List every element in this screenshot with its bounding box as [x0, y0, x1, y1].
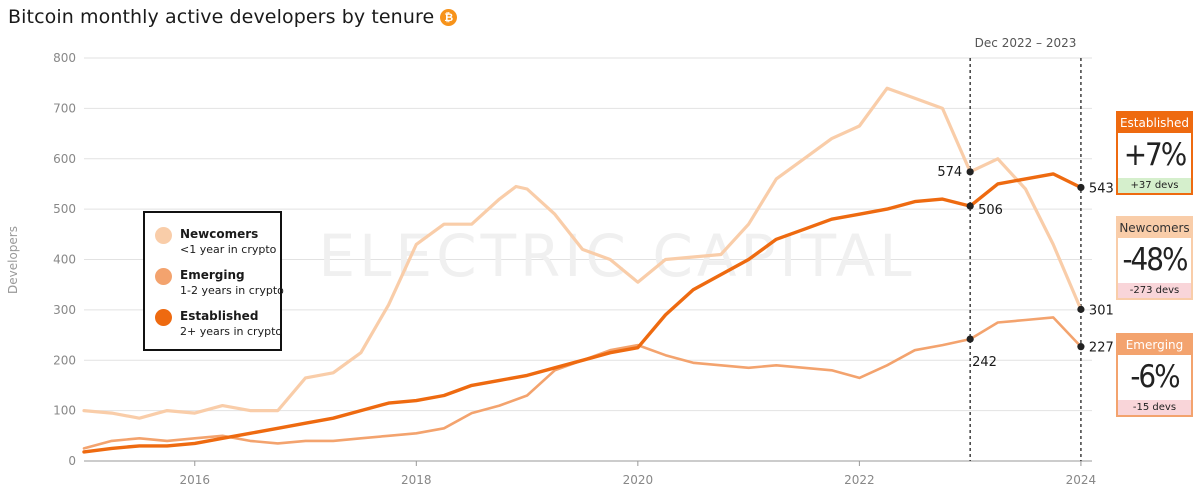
series-line-established: [82, 172, 1083, 454]
y-tick-label: 200: [53, 353, 76, 367]
card-emerging-delta: -15 devs: [1118, 400, 1191, 415]
card-newcomers-delta: -273 devs: [1118, 283, 1191, 298]
y-tick-label: 500: [53, 202, 76, 216]
card-emerging-value: -6%: [1130, 359, 1180, 395]
annotation-dot-emerging: [1077, 343, 1085, 351]
legend-desc-newcomers: <1 year in crypto: [180, 243, 277, 256]
card-established: Established +7% +37 devs: [1116, 111, 1193, 195]
chart-title: Bitcoin monthly active developers by ten…: [8, 6, 458, 28]
card-emerging-title: Emerging: [1118, 335, 1191, 355]
y-tick-label: 100: [53, 404, 76, 418]
bitcoin-icon: ₿: [440, 9, 458, 26]
card-established-title: Established: [1118, 113, 1191, 133]
chart-title-text: Bitcoin monthly active developers by ten…: [8, 6, 435, 28]
y-tick-label: 300: [53, 303, 76, 317]
y-axis-label: Developers: [6, 226, 20, 294]
card-established-value: +7%: [1123, 137, 1188, 173]
card-established-delta: +37 devs: [1118, 178, 1191, 193]
legend-name-established: Established: [180, 309, 259, 323]
x-tick-label: 2022: [844, 473, 875, 487]
card-newcomers-value: -48%: [1122, 242, 1188, 278]
legend-swatch-emerging: [155, 268, 172, 285]
annotation-dot-established: [966, 202, 974, 210]
y-tick-label: 0: [68, 454, 76, 468]
annotation-label-established: 506: [978, 203, 1003, 218]
series-line-newcomers: [82, 86, 1083, 420]
y-tick-label: 400: [53, 253, 76, 267]
annotation-dot-newcomers: [1077, 305, 1085, 313]
annotation-label-emerging: 242: [972, 355, 997, 370]
legend: Newcomers <1 year in crypto Emerging 1-2…: [143, 211, 284, 351]
x-tick-label: 2024: [1066, 473, 1097, 487]
card-emerging: Emerging -6% -15 devs: [1116, 333, 1193, 417]
card-newcomers: Newcomers -48% -273 devs: [1116, 216, 1193, 300]
x-tick-label: 2018: [401, 473, 432, 487]
legend-name-newcomers: Newcomers: [180, 227, 259, 241]
y-tick-label: 700: [53, 101, 76, 115]
x-tick-label: 2016: [179, 473, 210, 487]
y-tick-label: 600: [53, 152, 76, 166]
y-tick-label: 800: [53, 51, 76, 65]
annotation-label-newcomers: 301: [1089, 303, 1114, 318]
annotation-dot-newcomers: [966, 168, 974, 176]
period-label: Dec 2022 – 2023: [975, 36, 1077, 50]
legend-swatch-newcomers: [155, 227, 172, 244]
legend-desc-established: 2+ years in crypto: [180, 325, 283, 338]
card-newcomers-title: Newcomers: [1118, 218, 1191, 238]
legend-swatch-established: [155, 309, 172, 326]
annotation-label-established: 543: [1089, 181, 1114, 196]
legend-desc-emerging: 1-2 years in crypto: [180, 284, 284, 297]
legend-name-emerging: Emerging: [180, 268, 245, 282]
x-tick-label: 2020: [623, 473, 654, 487]
annotation-dot-emerging: [966, 335, 974, 343]
watermark: ELECTRIC CAPITAL: [318, 222, 915, 290]
annotation-label-emerging: 227: [1089, 341, 1114, 356]
annotation-dot-established: [1077, 183, 1085, 192]
annotation-label-newcomers: 574: [937, 165, 962, 180]
